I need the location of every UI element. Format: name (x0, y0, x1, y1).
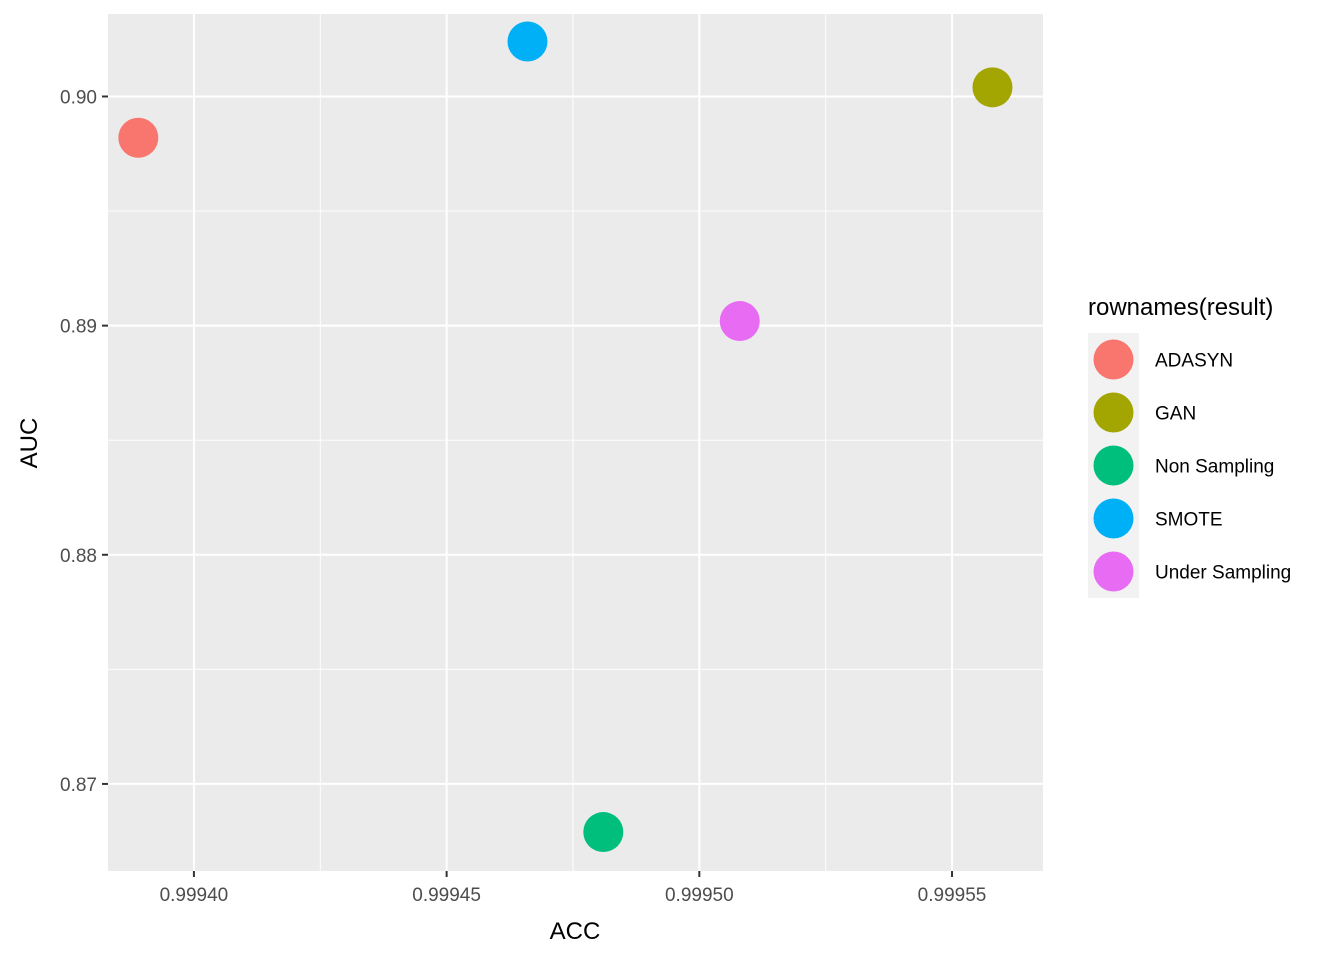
plot-panel (108, 14, 1043, 871)
legend: rownames(result) ADASYN GAN Non Sampling SM… (1088, 294, 1291, 598)
point-gan (972, 67, 1013, 108)
point-non-sampling (583, 812, 624, 853)
legend-key-smote (1093, 498, 1134, 539)
point-under-sampling (719, 301, 760, 342)
x-tick-label: 0.99955 (918, 885, 987, 906)
x-axis-title: ACC (550, 918, 601, 945)
legend-key-adasyn (1093, 339, 1134, 380)
x-tick-label: 0.99950 (665, 885, 734, 906)
legend-label: GAN (1155, 404, 1196, 425)
y-axis-title: AUC (16, 418, 43, 469)
point-adasyn (118, 117, 159, 158)
legend-key-gan (1093, 392, 1134, 433)
legend-label: ADASYN (1155, 351, 1233, 372)
legend-label: Non Sampling (1155, 457, 1274, 478)
x-tick-label: 0.99945 (412, 885, 481, 906)
x-tick-label: 0.99940 (160, 885, 229, 906)
legend-key-non-sampling (1093, 445, 1134, 486)
x-axis-ticks: 0.99940 0.99945 0.99950 0.99955 (160, 871, 987, 906)
major-gridlines (108, 14, 1043, 871)
y-tick-label: 0.88 (60, 546, 97, 567)
y-tick-label: 0.90 (60, 87, 97, 108)
legend-title: rownames(result) (1088, 294, 1273, 321)
y-tick-label: 0.89 (60, 317, 97, 338)
point-smote (507, 21, 548, 62)
y-axis-ticks: 0.87 0.88 0.89 0.90 (60, 87, 108, 796)
minor-gridlines (108, 14, 1043, 871)
legend-label: Under Sampling (1155, 563, 1291, 584)
y-tick-label: 0.87 (60, 775, 97, 796)
legend-label: SMOTE (1155, 510, 1223, 531)
data-points (118, 21, 1013, 853)
legend-key-under-sampling (1093, 551, 1134, 592)
